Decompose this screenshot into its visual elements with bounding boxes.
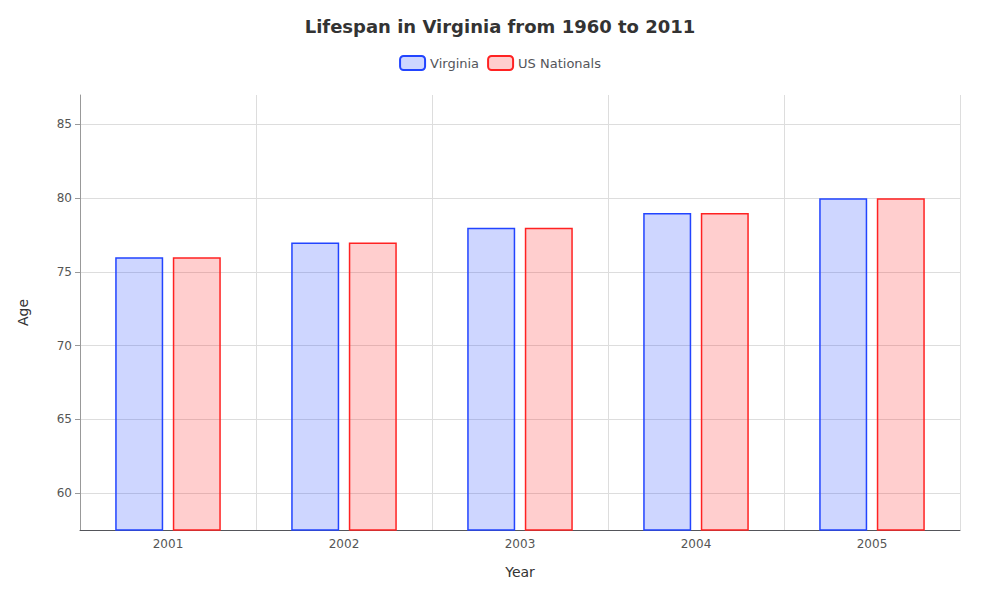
svg-text:Lifespan in Virginia from 1960: Lifespan in Virginia from 1960 to 2011 (305, 16, 696, 37)
svg-text:2003: 2003 (505, 537, 536, 551)
svg-text:US Nationals: US Nationals (518, 56, 601, 71)
svg-text:85: 85 (57, 117, 72, 131)
svg-text:Age: Age (15, 299, 31, 326)
svg-text:2001: 2001 (153, 537, 184, 551)
svg-text:Year: Year (504, 564, 535, 580)
svg-text:75: 75 (57, 265, 72, 279)
svg-text:2004: 2004 (681, 537, 712, 551)
svg-text:Virginia: Virginia (430, 56, 479, 71)
svg-text:80: 80 (57, 191, 72, 205)
svg-text:2005: 2005 (857, 537, 888, 551)
svg-text:60: 60 (57, 486, 72, 500)
svg-text:65: 65 (57, 412, 72, 426)
svg-text:2002: 2002 (329, 537, 360, 551)
svg-text:70: 70 (57, 339, 72, 353)
